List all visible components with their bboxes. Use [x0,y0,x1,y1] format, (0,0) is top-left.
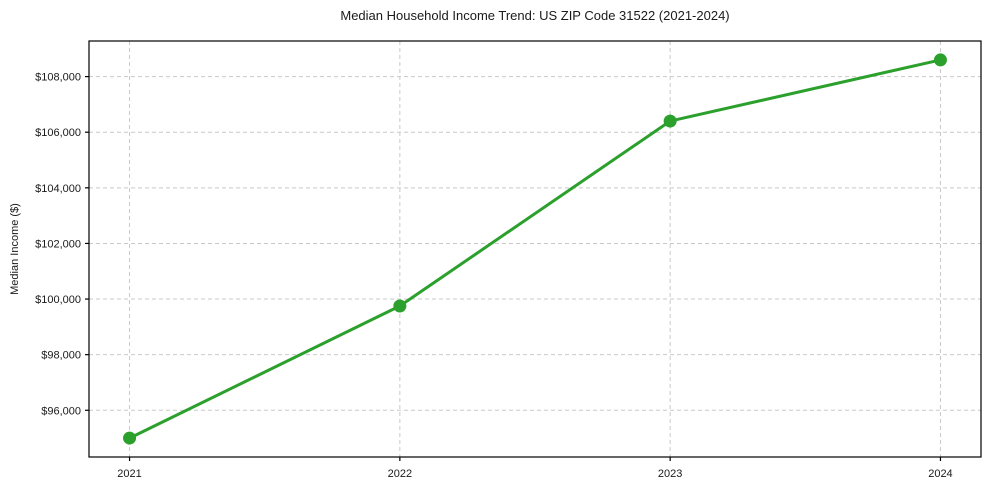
x-tick-label: 2024 [928,468,952,480]
y-tick-label: $108,000 [35,72,81,84]
x-tick-label: 2023 [658,468,682,480]
data-point-marker [933,53,947,67]
y-tick-label: $102,000 [35,238,81,250]
data-point-marker [663,114,677,128]
data-point-marker [123,431,137,445]
plot-border [88,40,982,458]
chart-title: Median Household Income Trend: US ZIP Co… [340,8,730,23]
x-tick-label: 2021 [117,468,141,480]
y-tick-label: $100,000 [35,294,81,306]
x-tick-label: 2022 [388,468,412,480]
y-tick-label: $104,000 [35,183,81,195]
y-tick-label: $106,000 [35,127,81,139]
data-point-marker [393,299,407,313]
trend-line [128,58,942,440]
y-tick-label: $98,000 [41,350,81,362]
y-tick-label: $96,000 [41,405,81,417]
